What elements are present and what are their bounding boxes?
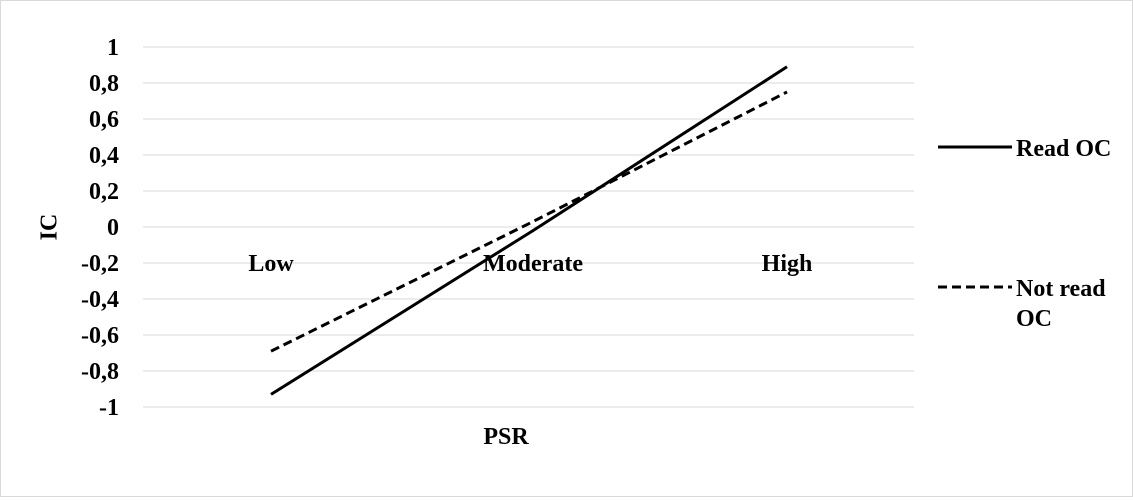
y-tick-label: -0,2 xyxy=(81,251,119,277)
y-tick-label: 0,6 xyxy=(89,107,119,133)
x-category-label: High xyxy=(762,251,813,277)
y-tick-label: -0,8 xyxy=(81,359,119,385)
y-tick-label: 0,2 xyxy=(89,179,119,205)
legend-label: OC xyxy=(1016,306,1052,332)
y-axis-title: IC xyxy=(37,214,63,241)
y-tick-label: -0,4 xyxy=(81,287,119,313)
x-axis-title: PSR xyxy=(483,424,529,450)
y-axis-tick-labels: -1 -0,8 -0,6 -0,4 -0,2 0 0,2 0,4 0,6 0,8 1 xyxy=(81,35,119,421)
y-tick-label: -1 xyxy=(99,395,119,421)
x-axis-category-labels: Low Moderate High xyxy=(248,251,812,277)
legend-label: Not read xyxy=(1016,276,1106,302)
gridlines xyxy=(143,46,914,408)
series-lines xyxy=(270,65,788,396)
y-tick-label: 0,4 xyxy=(89,143,119,169)
series-line-read-oc xyxy=(270,65,788,396)
y-tick-label: -0,6 xyxy=(81,323,119,349)
legend-label: Read OC xyxy=(1016,136,1111,162)
y-tick-label: 1 xyxy=(107,35,119,61)
x-category-label: Low xyxy=(248,251,294,277)
series-line-not-read-oc xyxy=(270,90,788,353)
y-tick-label: 0,8 xyxy=(89,71,119,97)
x-category-label: Moderate xyxy=(483,251,583,277)
y-tick-label: 0 xyxy=(107,215,119,241)
legend: Read OC Not read OC xyxy=(938,136,1111,332)
